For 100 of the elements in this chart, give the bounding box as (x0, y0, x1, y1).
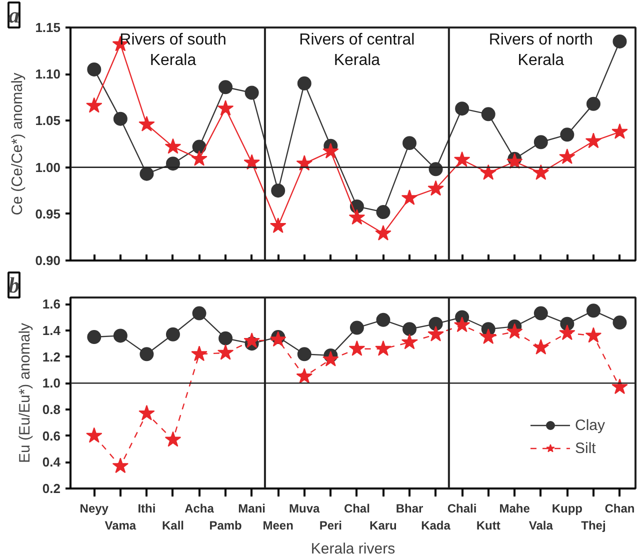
point (376, 312, 390, 327)
x-tick-label: Pamb (209, 518, 242, 532)
point (86, 427, 102, 443)
point (455, 102, 470, 116)
point (506, 323, 523, 339)
point (87, 62, 102, 76)
y-tick-label: 0.2 (42, 481, 61, 496)
point (296, 368, 312, 384)
x-tick-label: Vala (528, 518, 554, 532)
point (480, 328, 496, 344)
point (559, 148, 576, 164)
x-tick-label: Kutt (476, 518, 500, 532)
point (322, 142, 339, 158)
x-tick-label: Mani (238, 502, 266, 516)
point (192, 306, 206, 320)
point (140, 347, 154, 362)
x-tick-label: Kupp (552, 502, 583, 516)
y-tick-label: 1.10 (35, 66, 61, 82)
point (191, 346, 208, 362)
point (348, 209, 366, 225)
point (87, 330, 102, 344)
y-tick-label: 1.15 (35, 20, 61, 35)
point (586, 96, 600, 111)
point (138, 404, 155, 420)
y-tick-label: 1.2 (42, 349, 61, 364)
x-tick-label: Meen (262, 518, 294, 532)
point (244, 86, 259, 100)
point (402, 322, 416, 336)
point (402, 136, 416, 150)
point (348, 340, 366, 356)
y-tick-label: 0.6 (42, 428, 61, 444)
point (532, 164, 550, 180)
point (112, 458, 129, 474)
point (140, 166, 154, 181)
point (428, 326, 444, 342)
x-tick-label: Muva (289, 502, 320, 516)
y-tick-label: 0.95 (35, 206, 61, 222)
x-tick-label: Bhar (396, 502, 424, 516)
point (113, 112, 128, 126)
point (297, 347, 312, 362)
point (585, 327, 602, 343)
point (350, 320, 364, 335)
y-tick-label: 0.8 (42, 402, 61, 417)
point (401, 334, 418, 350)
point (428, 180, 444, 196)
y-axis-title: Ce (Ce/Ce*) anomaly (9, 72, 26, 216)
point (86, 97, 102, 113)
point (506, 153, 523, 169)
point (244, 332, 260, 348)
point (244, 154, 260, 170)
point (191, 150, 208, 166)
point (401, 190, 418, 206)
point (454, 151, 470, 167)
point (164, 138, 182, 154)
point (534, 135, 548, 150)
point (454, 316, 470, 332)
y-tick-label: 1.0 (42, 376, 61, 391)
x-tick-label: Chal (344, 502, 370, 516)
x-axis-title: Kerala rivers (310, 540, 396, 558)
point (586, 304, 600, 318)
x-tick-label: Neyy (80, 502, 109, 516)
y-tick-label: 1.4 (42, 322, 62, 338)
x-tick-label: Mahe (499, 502, 530, 516)
legend-label: Clay (574, 416, 605, 434)
point (218, 331, 233, 346)
point (375, 340, 392, 356)
point (534, 306, 548, 320)
point (481, 107, 496, 122)
annotation: Rivers of north Kerala (488, 32, 593, 69)
y-tick-label: 0.90 (35, 253, 61, 268)
point (532, 339, 550, 355)
point (375, 224, 392, 240)
point (271, 184, 286, 198)
point (585, 132, 602, 148)
point (218, 80, 233, 94)
point (297, 76, 312, 90)
x-tick-label: Chali (447, 502, 477, 516)
x-tick-label: Chan (604, 502, 635, 516)
x-tick-label: Peri (319, 518, 342, 532)
point (217, 344, 234, 360)
point (612, 34, 627, 48)
y-axis-title: Eu (Eu/Eu*) anomaly (16, 322, 34, 464)
point (428, 316, 443, 331)
x-tick-label: Acha (184, 502, 214, 516)
x-tick-label: Thej (581, 518, 606, 532)
point (559, 324, 576, 340)
point (612, 378, 628, 394)
point (166, 327, 180, 342)
y-tick-label: 1.6 (42, 296, 61, 312)
point (322, 350, 339, 366)
x-tick-label: Karu (370, 518, 397, 532)
point (113, 328, 128, 343)
point (612, 123, 628, 139)
point (270, 218, 286, 233)
x-tick-label: Ithi (138, 502, 156, 516)
x-tick-label: Vama (104, 518, 136, 532)
annotation: Rivers of south Kerala (120, 32, 226, 69)
y-tick-label: 1.00 (35, 160, 61, 175)
point (138, 116, 155, 132)
point (270, 331, 286, 347)
